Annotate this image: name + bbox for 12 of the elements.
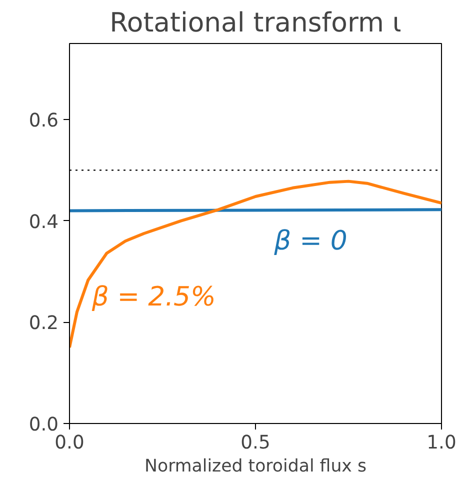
line-series (70, 180, 442, 349)
chart-title: Rotational transform ι (110, 8, 402, 38)
x-tick-label: 0.5 (240, 432, 270, 454)
x-tick-label: 1.0 (426, 432, 456, 454)
x-tick-label: 0.0 (54, 432, 84, 454)
y-tick-label: 0.0 (28, 414, 58, 436)
y-tick-label: 0.2 (28, 313, 58, 334)
series-label: β = 0 (273, 226, 348, 257)
y-tick-label: 0.4 (28, 212, 58, 233)
y-tick-label: 0.6 (28, 110, 58, 132)
x-axis-title: Normalized toroidal flux s (144, 456, 366, 476)
series-label: β = 2.5% (90, 281, 216, 312)
